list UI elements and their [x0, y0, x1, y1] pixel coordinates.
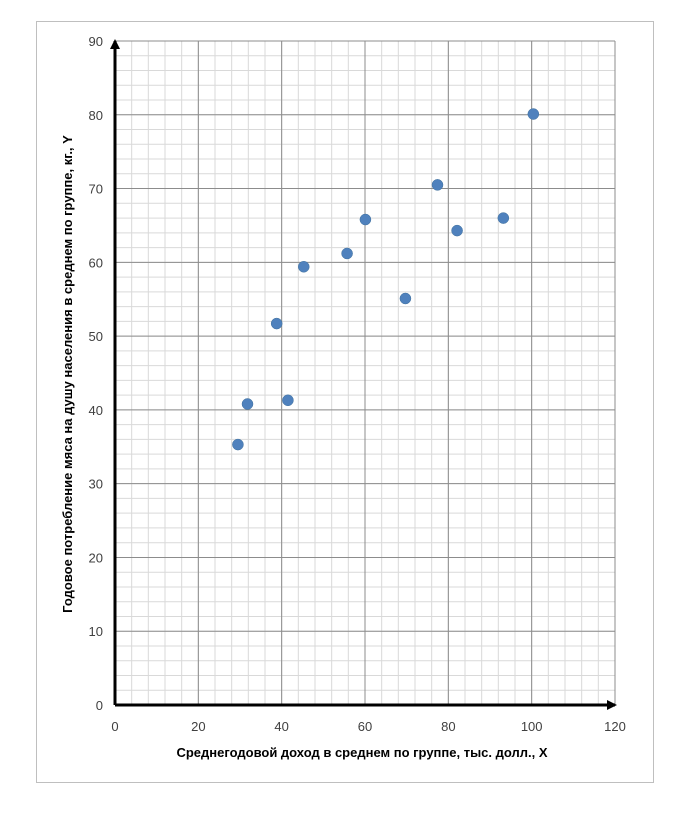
data-point	[497, 212, 510, 224]
data-point	[270, 317, 283, 330]
y-tick-label: 70	[89, 182, 103, 197]
x-tick-label: 40	[274, 719, 288, 734]
x-tick-labels: 0 20 40 60 80 100 120	[111, 719, 625, 734]
x-axis-arrow	[607, 700, 617, 710]
x-tick-label: 80	[441, 719, 455, 734]
x-tick-label: 20	[191, 719, 205, 734]
data-point	[451, 224, 463, 237]
grid-major	[114, 40, 616, 706]
data-point	[232, 438, 244, 451]
data-point	[431, 179, 444, 191]
data-points	[232, 108, 540, 451]
y-tick-label: 90	[89, 34, 103, 49]
data-point	[241, 398, 254, 410]
y-axis-title: Годовое потребление мяса на душу населен…	[60, 135, 75, 613]
y-tick-labels: 0 10 20 30 40 50 60 70 80 90	[89, 34, 103, 713]
x-tick-label: 60	[358, 719, 372, 734]
axes	[110, 39, 617, 710]
data-point	[298, 261, 310, 273]
x-tick-label: 100	[521, 719, 543, 734]
data-point	[399, 292, 412, 305]
y-tick-label: 60	[89, 255, 103, 270]
y-tick-label: 10	[89, 624, 103, 639]
y-axis-arrow	[110, 39, 120, 49]
y-tick-label: 40	[89, 403, 103, 418]
y-tick-label: 50	[89, 329, 103, 344]
data-point	[282, 394, 294, 407]
x-tick-label: 0	[111, 719, 118, 734]
y-tick-label: 20	[89, 550, 103, 565]
data-point	[527, 108, 540, 120]
y-tick-label: 0	[96, 698, 103, 713]
y-tick-label: 80	[89, 108, 103, 123]
x-axis-title: Среднегодовой доход в среднем по группе,…	[176, 745, 547, 760]
data-point	[341, 247, 353, 260]
x-tick-label: 120	[604, 719, 626, 734]
chart-frame	[36, 21, 654, 783]
data-point	[359, 213, 372, 226]
y-tick-label: 30	[89, 477, 103, 492]
